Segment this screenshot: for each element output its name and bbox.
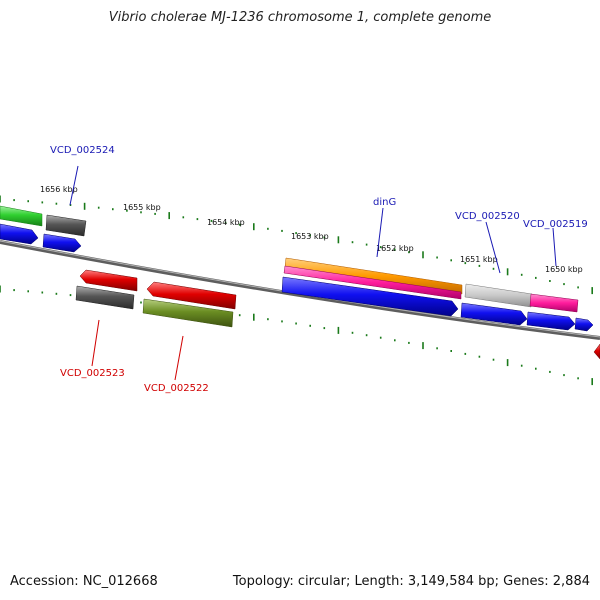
leader-vcd-002523 — [91, 319, 100, 367]
gene-vcd-002523[interactable] — [75, 285, 135, 310]
gene-dinG-pink[interactable] — [283, 265, 462, 300]
gene-label-vcd-002520[interactable]: VCD_002520 — [455, 211, 520, 222]
gene-red-edge[interactable] — [593, 343, 600, 360]
gene-red-small[interactable] — [79, 269, 138, 292]
leader-dinG — [376, 207, 384, 258]
tick-label-1655: 1655 kbp — [123, 203, 161, 212]
tick-label-1650: 1650 kbp — [545, 265, 583, 274]
gene-label-vcd-002519[interactable]: VCD_002519 — [523, 219, 588, 230]
gene-blue-left-1[interactable] — [0, 223, 39, 245]
chromosome-backbone — [0, 240, 600, 340]
gene-blue-large[interactable] — [281, 276, 459, 317]
gene-vcd-002522[interactable] — [142, 298, 234, 328]
gene-label-dinG[interactable]: dinG — [373, 197, 396, 208]
leader-vcd-002520 — [485, 221, 501, 274]
gene-dinG-orange[interactable] — [284, 257, 463, 295]
gene-vcd-002519[interactable] — [529, 293, 579, 313]
leader-vcd-002522 — [174, 335, 184, 381]
tick-label-1651: 1651 kbp — [460, 255, 498, 264]
gene-label-vcd-002524[interactable]: VCD_002524 — [50, 145, 115, 156]
map-title: Vibrio cholerae MJ-1236 chromosome 1, co… — [108, 10, 492, 25]
outer-tick-ring — [0, 195, 594, 295]
leader-vcd-002524 — [69, 165, 79, 206]
leader-vcd-002519 — [552, 227, 557, 267]
tick-label-1653: 1653 kbp — [291, 232, 329, 241]
gene-vcd-002520[interactable] — [464, 283, 533, 308]
tick-label-1652: 1652 kbp — [376, 244, 414, 253]
gene-label-vcd-002523[interactable]: VCD_002523 — [60, 368, 125, 379]
gene-green[interactable] — [0, 205, 43, 227]
tick-label-1654: 1654 kbp — [207, 218, 245, 227]
gene-blue-right-3[interactable] — [574, 317, 594, 332]
gene-vcd-002524[interactable] — [45, 214, 87, 237]
gene-blue-right-2[interactable] — [526, 311, 576, 331]
gene-blue-left-2[interactable] — [42, 233, 82, 253]
accession-text: Accession: NC_012668 — [10, 574, 158, 589]
gene-label-vcd-002522[interactable]: VCD_002522 — [144, 383, 209, 394]
gene-red-large[interactable] — [146, 281, 237, 310]
genome-summary-text: Topology: circular; Length: 3,149,584 bp… — [232, 574, 590, 589]
tick-label-1656: 1656 kbp — [40, 185, 78, 194]
gene-blue-right-1[interactable] — [460, 302, 528, 326]
